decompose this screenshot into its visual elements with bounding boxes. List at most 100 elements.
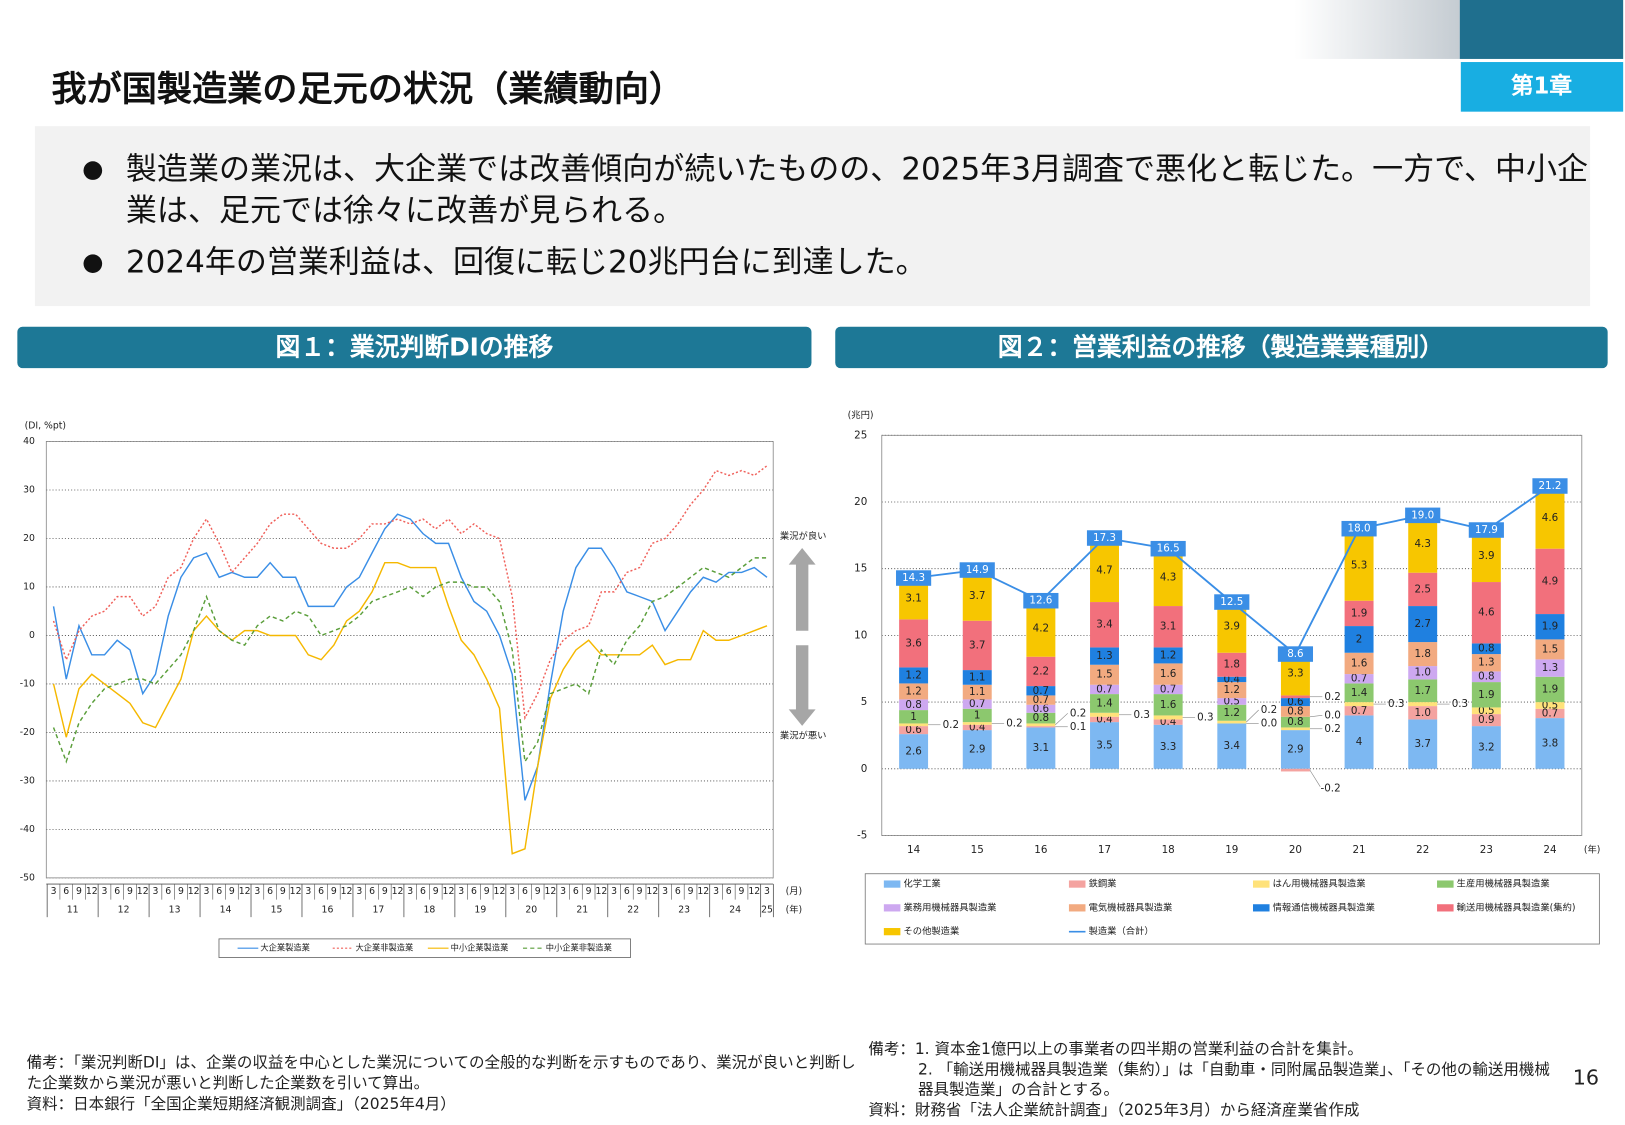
value-label: 0.1: [1070, 721, 1086, 733]
value-label: 3.1: [905, 593, 921, 605]
value-label: 2.5: [1414, 583, 1430, 595]
bar-segment: [1280, 768, 1310, 772]
value-label: 3.7: [1414, 738, 1430, 750]
bar-segment: [962, 571, 992, 621]
x-tick-label: 3: [51, 886, 57, 897]
bar-segment: [962, 708, 992, 723]
bar-segment: [962, 730, 992, 769]
value-label: 0.8: [1287, 716, 1303, 728]
value-label: 4.2: [1033, 623, 1049, 635]
bar-segment: [962, 620, 992, 671]
y-tick-label: -50: [20, 872, 35, 883]
x-tick-label: 9: [484, 886, 490, 897]
bar-segment: [1535, 708, 1565, 719]
value-label: 0.5: [1542, 699, 1558, 711]
page-number: 16: [1573, 1065, 1599, 1089]
value-label: 0.3: [1134, 709, 1150, 721]
x-tick-label: 6: [726, 886, 732, 897]
legend-swatch: [883, 928, 901, 936]
legend-label: 生産用機械器具製造業: [1457, 878, 1550, 890]
value-label: 0.7: [969, 698, 985, 710]
value-label: 1: [974, 709, 981, 721]
bar-segment: [1280, 698, 1310, 707]
value-label: 3.5: [1096, 739, 1112, 751]
plot-frame: [45, 441, 774, 879]
chart-title: 図１：業況判断DIの推移: [276, 332, 554, 361]
x-tick-label: 9: [586, 886, 592, 897]
value-label: 1.0: [1414, 667, 1430, 679]
y-tick-label: -10: [20, 678, 35, 689]
x-group-label: 15: [271, 904, 283, 915]
bar-segment: [1344, 706, 1374, 716]
value-label: 3.4: [1224, 740, 1240, 752]
x-group-label: 13: [169, 904, 181, 915]
bar-segment: [1344, 652, 1374, 675]
legend-label: 情報通信機械器具製造業: [1273, 901, 1375, 913]
x-tick-label: 3: [407, 886, 413, 897]
x-tick-label: 12: [697, 886, 709, 897]
value-label: 3.8: [1542, 737, 1558, 749]
total-label-box: [1341, 520, 1377, 537]
value-label: 0.2: [1324, 691, 1340, 703]
legend-swatch: [883, 904, 901, 912]
value-label: 1.0: [1414, 707, 1430, 719]
value-label: 1.9: [1542, 621, 1558, 633]
bullet-dot: [83, 161, 103, 180]
bar-segment: [1090, 712, 1119, 717]
x-tick-label: 3: [458, 886, 464, 897]
bar-segment: [1090, 694, 1119, 713]
y-tick-label: 40: [23, 436, 35, 447]
value-label: 4.6: [1478, 607, 1494, 619]
legend-swatch: [1437, 904, 1454, 912]
y-tick-label: 0: [29, 630, 35, 641]
x-tick-label: 3: [662, 886, 668, 897]
legend-label: その他製造業: [903, 925, 959, 937]
x-tick-label: 17: [1098, 844, 1111, 856]
legend-swatch: [1437, 880, 1454, 888]
leader-line: [1309, 769, 1321, 787]
x-group-label: 19: [474, 904, 486, 915]
bar-segment: [1408, 572, 1438, 607]
bar-segment: [1090, 716, 1119, 723]
bar-segment: [1090, 664, 1119, 685]
value-label: 4.7: [1096, 565, 1112, 577]
legend-label: 輸送用機械器具製造業(集約): [1457, 901, 1576, 913]
x-tick-label: 12: [341, 886, 353, 897]
value-label: 0.8: [1033, 712, 1049, 724]
bar-segment: [1280, 716, 1310, 728]
series-line: [52, 561, 768, 855]
value-label: 1.6: [1351, 657, 1367, 669]
value-label: 3.7: [969, 590, 985, 602]
legend-label: 大企業製造業: [260, 943, 310, 953]
bar-segment: [1280, 695, 1310, 699]
x-tick-label: 3: [764, 886, 770, 897]
value-label: 5.3: [1351, 559, 1367, 571]
bar-segment: [1153, 719, 1183, 725]
x-tick-label: 3: [356, 886, 362, 897]
value-label: 1.6: [1160, 699, 1176, 711]
value-label: 2.7: [1414, 618, 1430, 630]
bar-segment: [1153, 647, 1183, 664]
value-label: 4.3: [1160, 571, 1176, 583]
bar-segment: [1026, 656, 1056, 687]
value-label: 3.1: [1033, 742, 1049, 754]
y-tick-label: -40: [20, 824, 35, 835]
x-tick-label: 23: [1480, 844, 1493, 856]
x-tick-label: 3: [509, 886, 515, 897]
total-label-box: [1277, 646, 1314, 662]
value-label: 0.7: [1351, 673, 1367, 685]
x-group-label: 17: [372, 904, 384, 915]
summary-box: [34, 126, 1591, 307]
y-tick-label: 25: [854, 429, 867, 441]
value-label: 1.8: [1414, 648, 1430, 660]
leader-line: [1055, 713, 1068, 725]
bullet-text: 2024年の営業利益は、回復に転じ20兆円台に到達した。: [126, 245, 927, 281]
bar-segment: [1217, 704, 1247, 721]
bar-segment: [1408, 515, 1438, 573]
value-label: 0.8: [1478, 643, 1494, 655]
value-label: -0.2: [1321, 783, 1341, 795]
x-tick-label: 9: [688, 886, 694, 897]
value-label: 1.2: [905, 685, 921, 697]
x-tick-label: 12: [137, 886, 149, 897]
value-label: 2.2: [1033, 665, 1049, 677]
